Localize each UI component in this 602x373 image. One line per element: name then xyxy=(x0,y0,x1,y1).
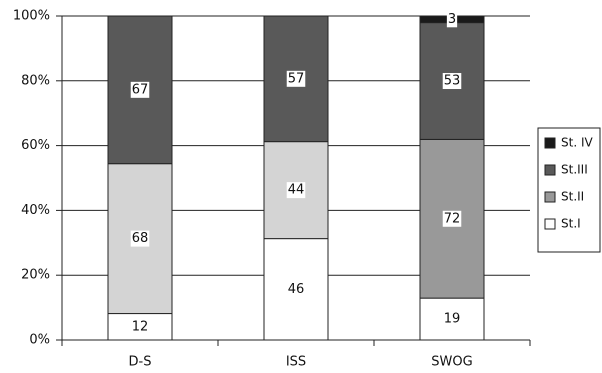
data-label: 3 xyxy=(448,12,456,27)
data-label: 19 xyxy=(444,312,461,327)
data-label: 12 xyxy=(132,319,149,334)
x-tick-label: SWOG xyxy=(431,355,472,370)
data-label-bg xyxy=(130,81,150,98)
x-tick-label: ISS xyxy=(286,355,306,370)
legend-label: St.III xyxy=(561,163,588,177)
data-label-bg xyxy=(286,70,306,87)
data-label-bg xyxy=(130,318,150,335)
data-label-bg xyxy=(446,11,458,28)
y-tick-label: 20% xyxy=(21,268,50,283)
x-tick-label: D-S xyxy=(129,355,152,370)
data-label-bg xyxy=(130,230,150,247)
legend-swatch xyxy=(544,164,556,176)
data-label-bg xyxy=(442,73,462,90)
data-label-bg xyxy=(286,281,306,298)
data-label: 46 xyxy=(288,282,305,297)
y-tick-label: 80% xyxy=(21,73,50,88)
legend-swatch xyxy=(544,191,556,203)
data-label-bg xyxy=(286,182,306,199)
legend-label: St.I xyxy=(561,217,581,231)
y-tick-label: 100% xyxy=(13,9,50,24)
data-label-bg xyxy=(442,210,462,227)
legend-label: St.II xyxy=(561,190,584,204)
data-label: 72 xyxy=(444,211,461,226)
y-tick-label: 40% xyxy=(21,203,50,218)
data-label: 67 xyxy=(132,82,149,97)
bar-segment xyxy=(419,22,485,140)
legend-swatch xyxy=(544,218,556,230)
data-label-bg xyxy=(442,311,462,328)
y-tick-label: 60% xyxy=(21,138,50,153)
legend-box xyxy=(537,127,601,253)
data-label: 68 xyxy=(132,231,149,246)
data-label: 57 xyxy=(288,71,305,86)
legend-label: St. IV xyxy=(561,136,593,150)
data-label: 53 xyxy=(444,74,461,89)
y-tick-label: 0% xyxy=(29,333,50,348)
data-label: 44 xyxy=(288,183,305,198)
legend-swatch xyxy=(544,137,556,149)
